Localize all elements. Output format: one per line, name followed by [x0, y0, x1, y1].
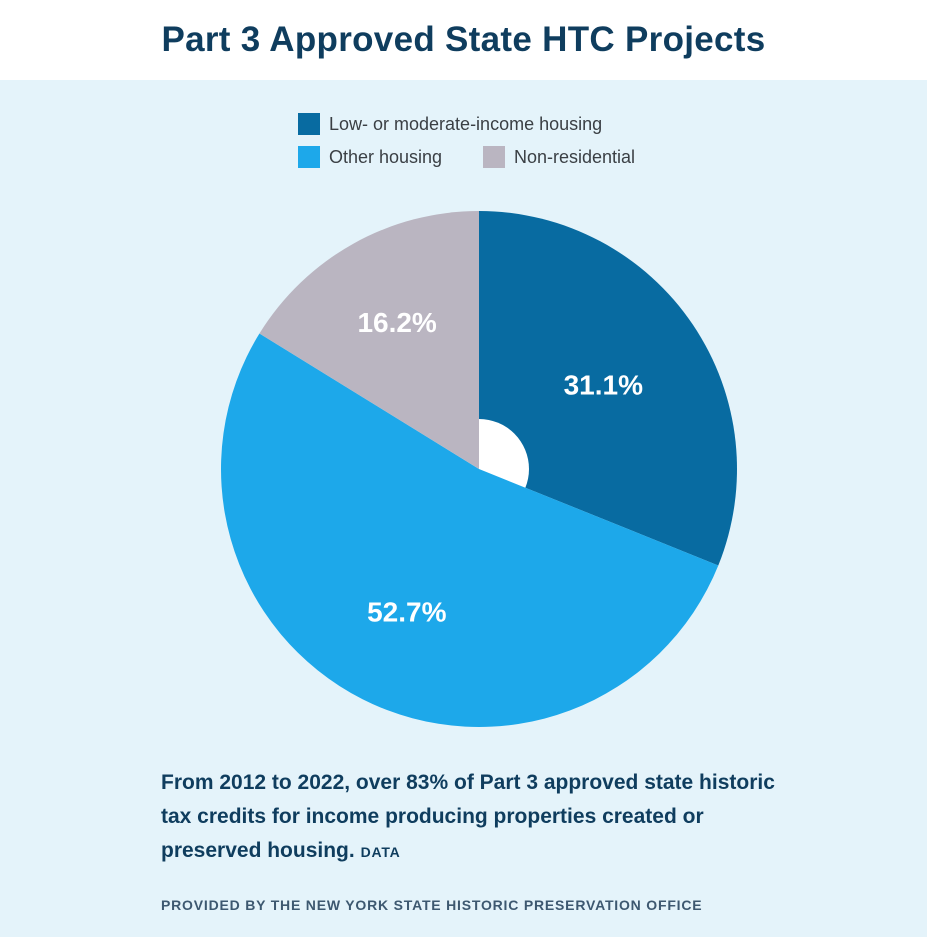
legend-swatch-other-housing: [298, 146, 320, 168]
legend-swatch-non-residential: [483, 146, 505, 168]
chart-title: Part 3 Approved State HTC Projects: [0, 0, 927, 80]
pie-slice-non-residential: [259, 211, 479, 469]
legend-item-other-housing: Other housing: [298, 146, 442, 168]
chart-caption: From 2012 to 2022, over 83% of Part 3 ap…: [161, 766, 781, 869]
slice-label-low-moderate-income: 31.1%: [564, 370, 643, 401]
slice-label-non-residential: 16.2%: [357, 307, 436, 338]
pie-slice-low-moderate-income: [479, 211, 737, 566]
legend-item-non-residential: Non-residential: [483, 146, 635, 168]
caption-data-word: DATA: [360, 844, 401, 860]
legend-label-non-residential: Non-residential: [514, 146, 636, 167]
caption-credit: PROVIDED BY THE NEW YORK STATE HISTORIC …: [161, 897, 703, 913]
caption-main: From 2012 to 2022, over 83% of Part 3 ap…: [161, 771, 775, 862]
legend-item-low-moderate-income: Low- or moderate-income housing: [298, 113, 602, 135]
pie-slice-other-housing: [220, 333, 719, 728]
legend-swatch-low-moderate-income: [298, 113, 320, 135]
legend-label-other-housing: Other housing: [329, 146, 443, 167]
legend-label-low-moderate-income: Low- or moderate-income housing: [329, 113, 603, 134]
slice-label-other-housing: 52.7%: [367, 596, 446, 627]
